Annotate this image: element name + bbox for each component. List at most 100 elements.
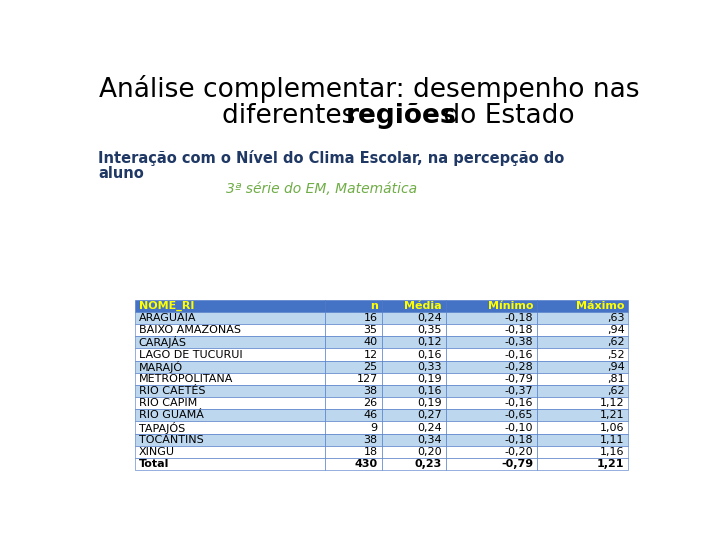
FancyBboxPatch shape	[446, 446, 537, 458]
FancyBboxPatch shape	[537, 373, 629, 385]
FancyBboxPatch shape	[446, 422, 537, 434]
FancyBboxPatch shape	[446, 300, 537, 312]
Text: -0,10: -0,10	[505, 423, 534, 433]
FancyBboxPatch shape	[135, 312, 325, 324]
Text: -0,37: -0,37	[505, 386, 534, 396]
Text: METROPOLITANA: METROPOLITANA	[138, 374, 233, 384]
Text: -0,28: -0,28	[505, 362, 534, 372]
Text: ,62: ,62	[607, 386, 624, 396]
FancyBboxPatch shape	[446, 397, 537, 409]
FancyBboxPatch shape	[325, 409, 382, 422]
FancyBboxPatch shape	[325, 397, 382, 409]
FancyBboxPatch shape	[135, 385, 325, 397]
FancyBboxPatch shape	[325, 324, 382, 336]
FancyBboxPatch shape	[537, 348, 629, 361]
Text: diferentes regiões do Estado: diferentes regiões do Estado	[180, 103, 558, 129]
FancyBboxPatch shape	[446, 409, 537, 422]
FancyBboxPatch shape	[325, 385, 382, 397]
FancyBboxPatch shape	[325, 361, 382, 373]
Text: 0,33: 0,33	[418, 362, 442, 372]
Text: CARAJÁS: CARAJÁS	[138, 336, 186, 348]
Text: 9: 9	[371, 423, 378, 433]
Text: 0,24: 0,24	[417, 423, 442, 433]
Text: -0,65: -0,65	[505, 410, 534, 421]
Text: 46: 46	[364, 410, 378, 421]
FancyBboxPatch shape	[446, 373, 537, 385]
Text: TOCANTINS: TOCANTINS	[138, 435, 203, 445]
FancyBboxPatch shape	[537, 385, 629, 397]
FancyBboxPatch shape	[382, 397, 446, 409]
Text: Máximo: Máximo	[576, 301, 624, 311]
FancyBboxPatch shape	[382, 312, 446, 324]
FancyBboxPatch shape	[135, 336, 325, 348]
Text: 12: 12	[364, 349, 378, 360]
FancyBboxPatch shape	[537, 422, 629, 434]
Text: Interação com o Nível do Clima Escolar, na percepção do: Interação com o Nível do Clima Escolar, …	[99, 150, 564, 166]
Text: 0,20: 0,20	[417, 447, 442, 457]
Text: aluno: aluno	[99, 166, 144, 181]
Text: BAIXO AMAZONAS: BAIXO AMAZONAS	[138, 325, 240, 335]
Text: Total: Total	[138, 459, 169, 469]
Text: -0,20: -0,20	[505, 447, 534, 457]
FancyBboxPatch shape	[446, 336, 537, 348]
FancyBboxPatch shape	[382, 446, 446, 458]
FancyBboxPatch shape	[135, 324, 325, 336]
Text: 0,16: 0,16	[418, 386, 442, 396]
Text: 1,21: 1,21	[600, 410, 624, 421]
Text: 38: 38	[364, 386, 378, 396]
Text: 0,35: 0,35	[418, 325, 442, 335]
FancyBboxPatch shape	[135, 348, 325, 361]
Text: RIO CAETÉS: RIO CAETÉS	[138, 386, 205, 396]
FancyBboxPatch shape	[135, 422, 325, 434]
FancyBboxPatch shape	[537, 336, 629, 348]
FancyBboxPatch shape	[537, 458, 629, 470]
FancyBboxPatch shape	[446, 385, 537, 397]
FancyBboxPatch shape	[382, 422, 446, 434]
Text: ARAGUAIA: ARAGUAIA	[138, 313, 196, 323]
Text: -0,16: -0,16	[505, 349, 534, 360]
FancyBboxPatch shape	[382, 324, 446, 336]
FancyBboxPatch shape	[382, 385, 446, 397]
FancyBboxPatch shape	[446, 361, 537, 373]
FancyBboxPatch shape	[537, 397, 629, 409]
Text: diferentes: diferentes	[222, 103, 364, 129]
Text: -0,79: -0,79	[505, 374, 534, 384]
Text: diferentes regiões do Estado: diferentes regiões do Estado	[180, 103, 558, 129]
Text: -0,18: -0,18	[505, 435, 534, 445]
Text: 38: 38	[364, 435, 378, 445]
FancyBboxPatch shape	[446, 348, 537, 361]
FancyBboxPatch shape	[382, 409, 446, 422]
FancyBboxPatch shape	[325, 458, 382, 470]
FancyBboxPatch shape	[135, 397, 325, 409]
Text: ,94: ,94	[607, 325, 624, 335]
Text: 1,21: 1,21	[597, 459, 624, 469]
Text: 127: 127	[356, 374, 378, 384]
FancyBboxPatch shape	[537, 300, 629, 312]
Text: TAPAJÓS: TAPAJÓS	[138, 422, 185, 434]
Text: 0,34: 0,34	[417, 435, 442, 445]
FancyBboxPatch shape	[537, 324, 629, 336]
Text: 18: 18	[364, 447, 378, 457]
Text: 3ª série do EM, Matemática: 3ª série do EM, Matemática	[226, 182, 417, 196]
FancyBboxPatch shape	[382, 348, 446, 361]
FancyBboxPatch shape	[537, 434, 629, 446]
Text: NOME_RI: NOME_RI	[138, 301, 194, 311]
Text: XINGU: XINGU	[138, 447, 174, 457]
FancyBboxPatch shape	[446, 434, 537, 446]
Text: MARAJÓ: MARAJÓ	[138, 361, 183, 373]
Text: ,62: ,62	[607, 338, 624, 347]
Text: Análise complementar: desempenho nas: Análise complementar: desempenho nas	[99, 75, 639, 103]
FancyBboxPatch shape	[537, 446, 629, 458]
FancyBboxPatch shape	[325, 373, 382, 385]
Text: 0,19: 0,19	[417, 374, 442, 384]
FancyBboxPatch shape	[446, 458, 537, 470]
FancyBboxPatch shape	[135, 458, 325, 470]
Text: -0,16: -0,16	[505, 398, 534, 408]
Text: LAGO DE TUCURUI: LAGO DE TUCURUI	[138, 349, 242, 360]
Text: 1,16: 1,16	[600, 447, 624, 457]
FancyBboxPatch shape	[135, 300, 325, 312]
FancyBboxPatch shape	[325, 348, 382, 361]
Text: 0,12: 0,12	[417, 338, 442, 347]
FancyBboxPatch shape	[135, 409, 325, 422]
Text: regiões: regiões	[346, 103, 456, 129]
